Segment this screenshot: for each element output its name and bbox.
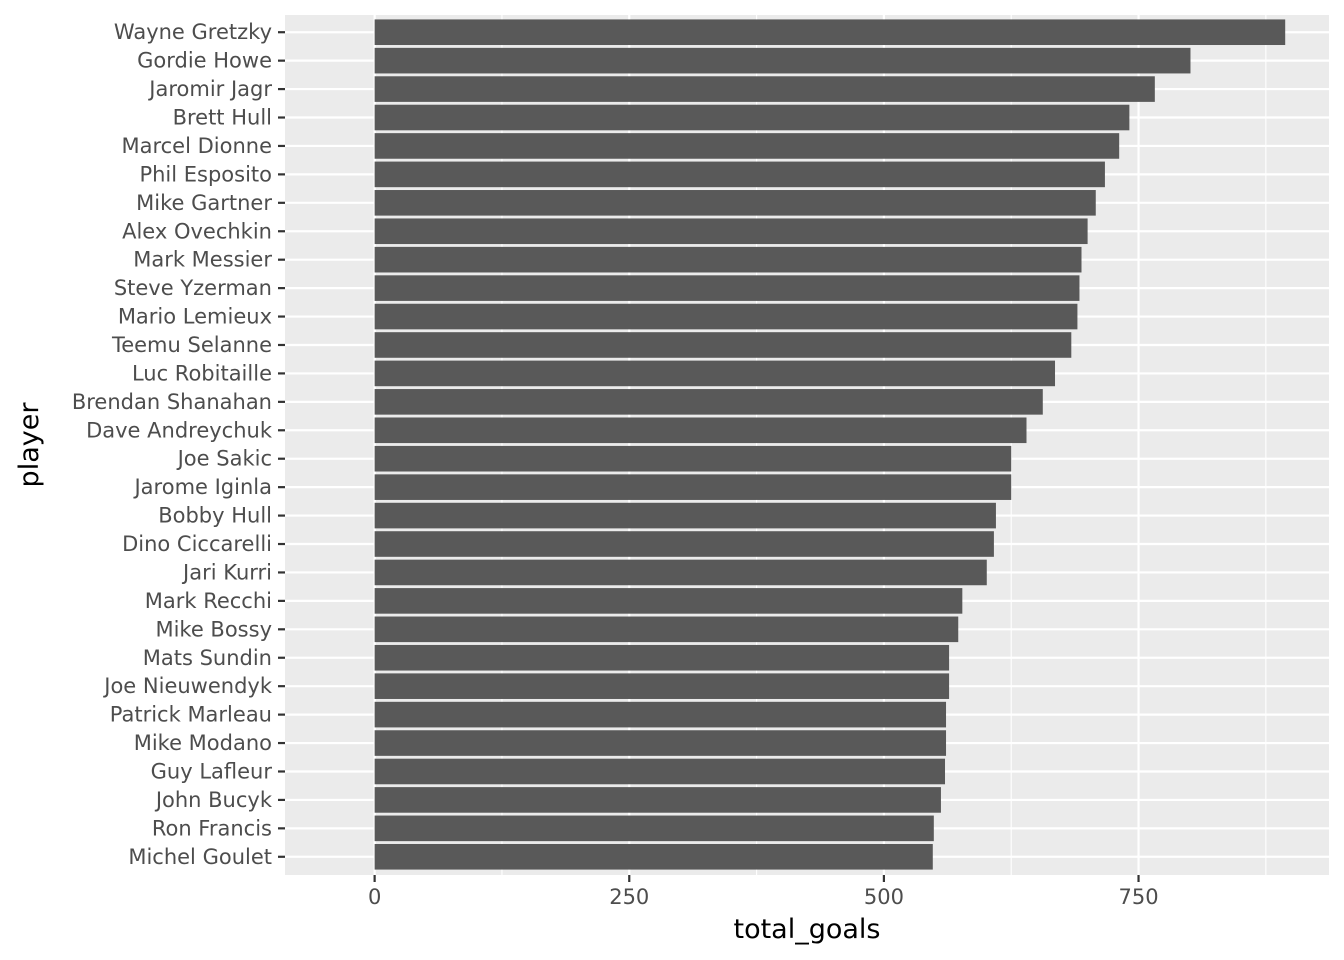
bar-marcel-dionne [374, 133, 1120, 159]
bar-michel-goulet [374, 843, 933, 870]
y-tick-label: Mike Modano [134, 731, 272, 755]
x-tick-label: 750 [1118, 885, 1158, 909]
y-tick-label: Joe Sakic [176, 447, 272, 471]
bar-teemu-selanne [374, 332, 1072, 358]
y-axis-title: player [14, 402, 45, 488]
y-tick-label: Mark Recchi [145, 589, 272, 613]
bar-dave-andreychuk [374, 417, 1027, 444]
y-tick-label: John Bucyk [154, 788, 273, 812]
bar-patrick-marleau [374, 701, 947, 728]
bar-john-bucyk [374, 787, 941, 813]
y-tick-label: Mats Sundin [143, 646, 272, 670]
bars [374, 19, 1286, 870]
y-tick-label: Michel Goulet [128, 845, 272, 869]
bar-mats-sundin [374, 644, 950, 671]
bar-bobby-hull [374, 502, 996, 529]
bar-mark-messier [374, 246, 1082, 273]
y-tick-label: Mike Bossy [155, 617, 272, 641]
y-tick-label: Bobby Hull [158, 504, 272, 528]
bar-wayne-gretzky [374, 19, 1286, 46]
bar-steve-yzerman [374, 275, 1080, 301]
bar-joe-sakic [374, 445, 1012, 472]
y-tick-label: Mario Lemieux [118, 305, 272, 329]
y-tick-label: Brett Hull [173, 106, 272, 130]
y-tick-label: Brendan Shanahan [72, 390, 272, 414]
y-tick-label: Joe Nieuwendyk [102, 674, 273, 698]
y-tick-label: Gordie Howe [137, 49, 272, 73]
bar-guy-lafleur [374, 758, 946, 785]
x-axis-title: total_goals [733, 914, 880, 945]
y-tick-label: Marcel Dionne [121, 134, 272, 158]
y-tick-label: Luc Robitaille [132, 361, 272, 385]
y-tick-label: Mark Messier [133, 248, 272, 272]
y-axis: Wayne Gretzky Gordie Howe Jaromir Jagr Bret… [72, 20, 285, 869]
bar-mike-gartner [374, 190, 1096, 216]
bar-mike-modano [374, 730, 947, 756]
bar-jaromir-jagr [374, 76, 1155, 102]
y-tick-label: Patrick Marleau [110, 703, 272, 727]
bar-jari-kurri [374, 559, 987, 586]
y-tick-label: Jaromir Jagr [147, 77, 272, 101]
x-tick-label: 500 [864, 885, 904, 909]
y-tick-label: Alex Ovechkin [122, 219, 272, 243]
y-tick-label: Dino Ciccarelli [122, 532, 272, 556]
y-tick-label: Ron Francis [152, 816, 272, 840]
y-tick-label: Jari Kurri [181, 560, 272, 584]
bar-mario-lemieux [374, 303, 1078, 330]
bar-joe-nieuwendyk [374, 673, 950, 699]
bar-brett-hull [374, 104, 1130, 131]
bar-brendan-shanahan [374, 389, 1043, 415]
y-tick-label: Phil Esposito [139, 162, 272, 186]
bar-ron-francis [374, 815, 934, 842]
y-tick-label: Dave Andreychuk [86, 418, 273, 442]
y-tick-label: Guy Lafleur [151, 759, 273, 783]
bar-mike-bossy [374, 616, 959, 643]
x-tick-label: 250 [609, 885, 649, 909]
bar-phil-esposito [374, 161, 1105, 188]
y-tick-label: Jarome Iginla [132, 475, 272, 499]
bar-alex-ovechkin [374, 218, 1088, 245]
bar-dino-ciccarelli [374, 531, 994, 557]
x-axis: 0 250 500 750 [368, 875, 1159, 909]
bar-gordie-howe [374, 47, 1191, 74]
bar-luc-robitaille [374, 360, 1056, 387]
y-tick-label: Teemu Selanne [111, 333, 272, 357]
y-tick-label: Mike Gartner [136, 191, 272, 215]
bar-mark-recchi [374, 588, 963, 614]
y-tick-label: Wayne Gretzky [114, 20, 272, 44]
bar-jarome-iginla [374, 474, 1012, 500]
y-tick-label: Steve Yzerman [114, 276, 272, 300]
x-tick-label: 0 [368, 885, 381, 909]
